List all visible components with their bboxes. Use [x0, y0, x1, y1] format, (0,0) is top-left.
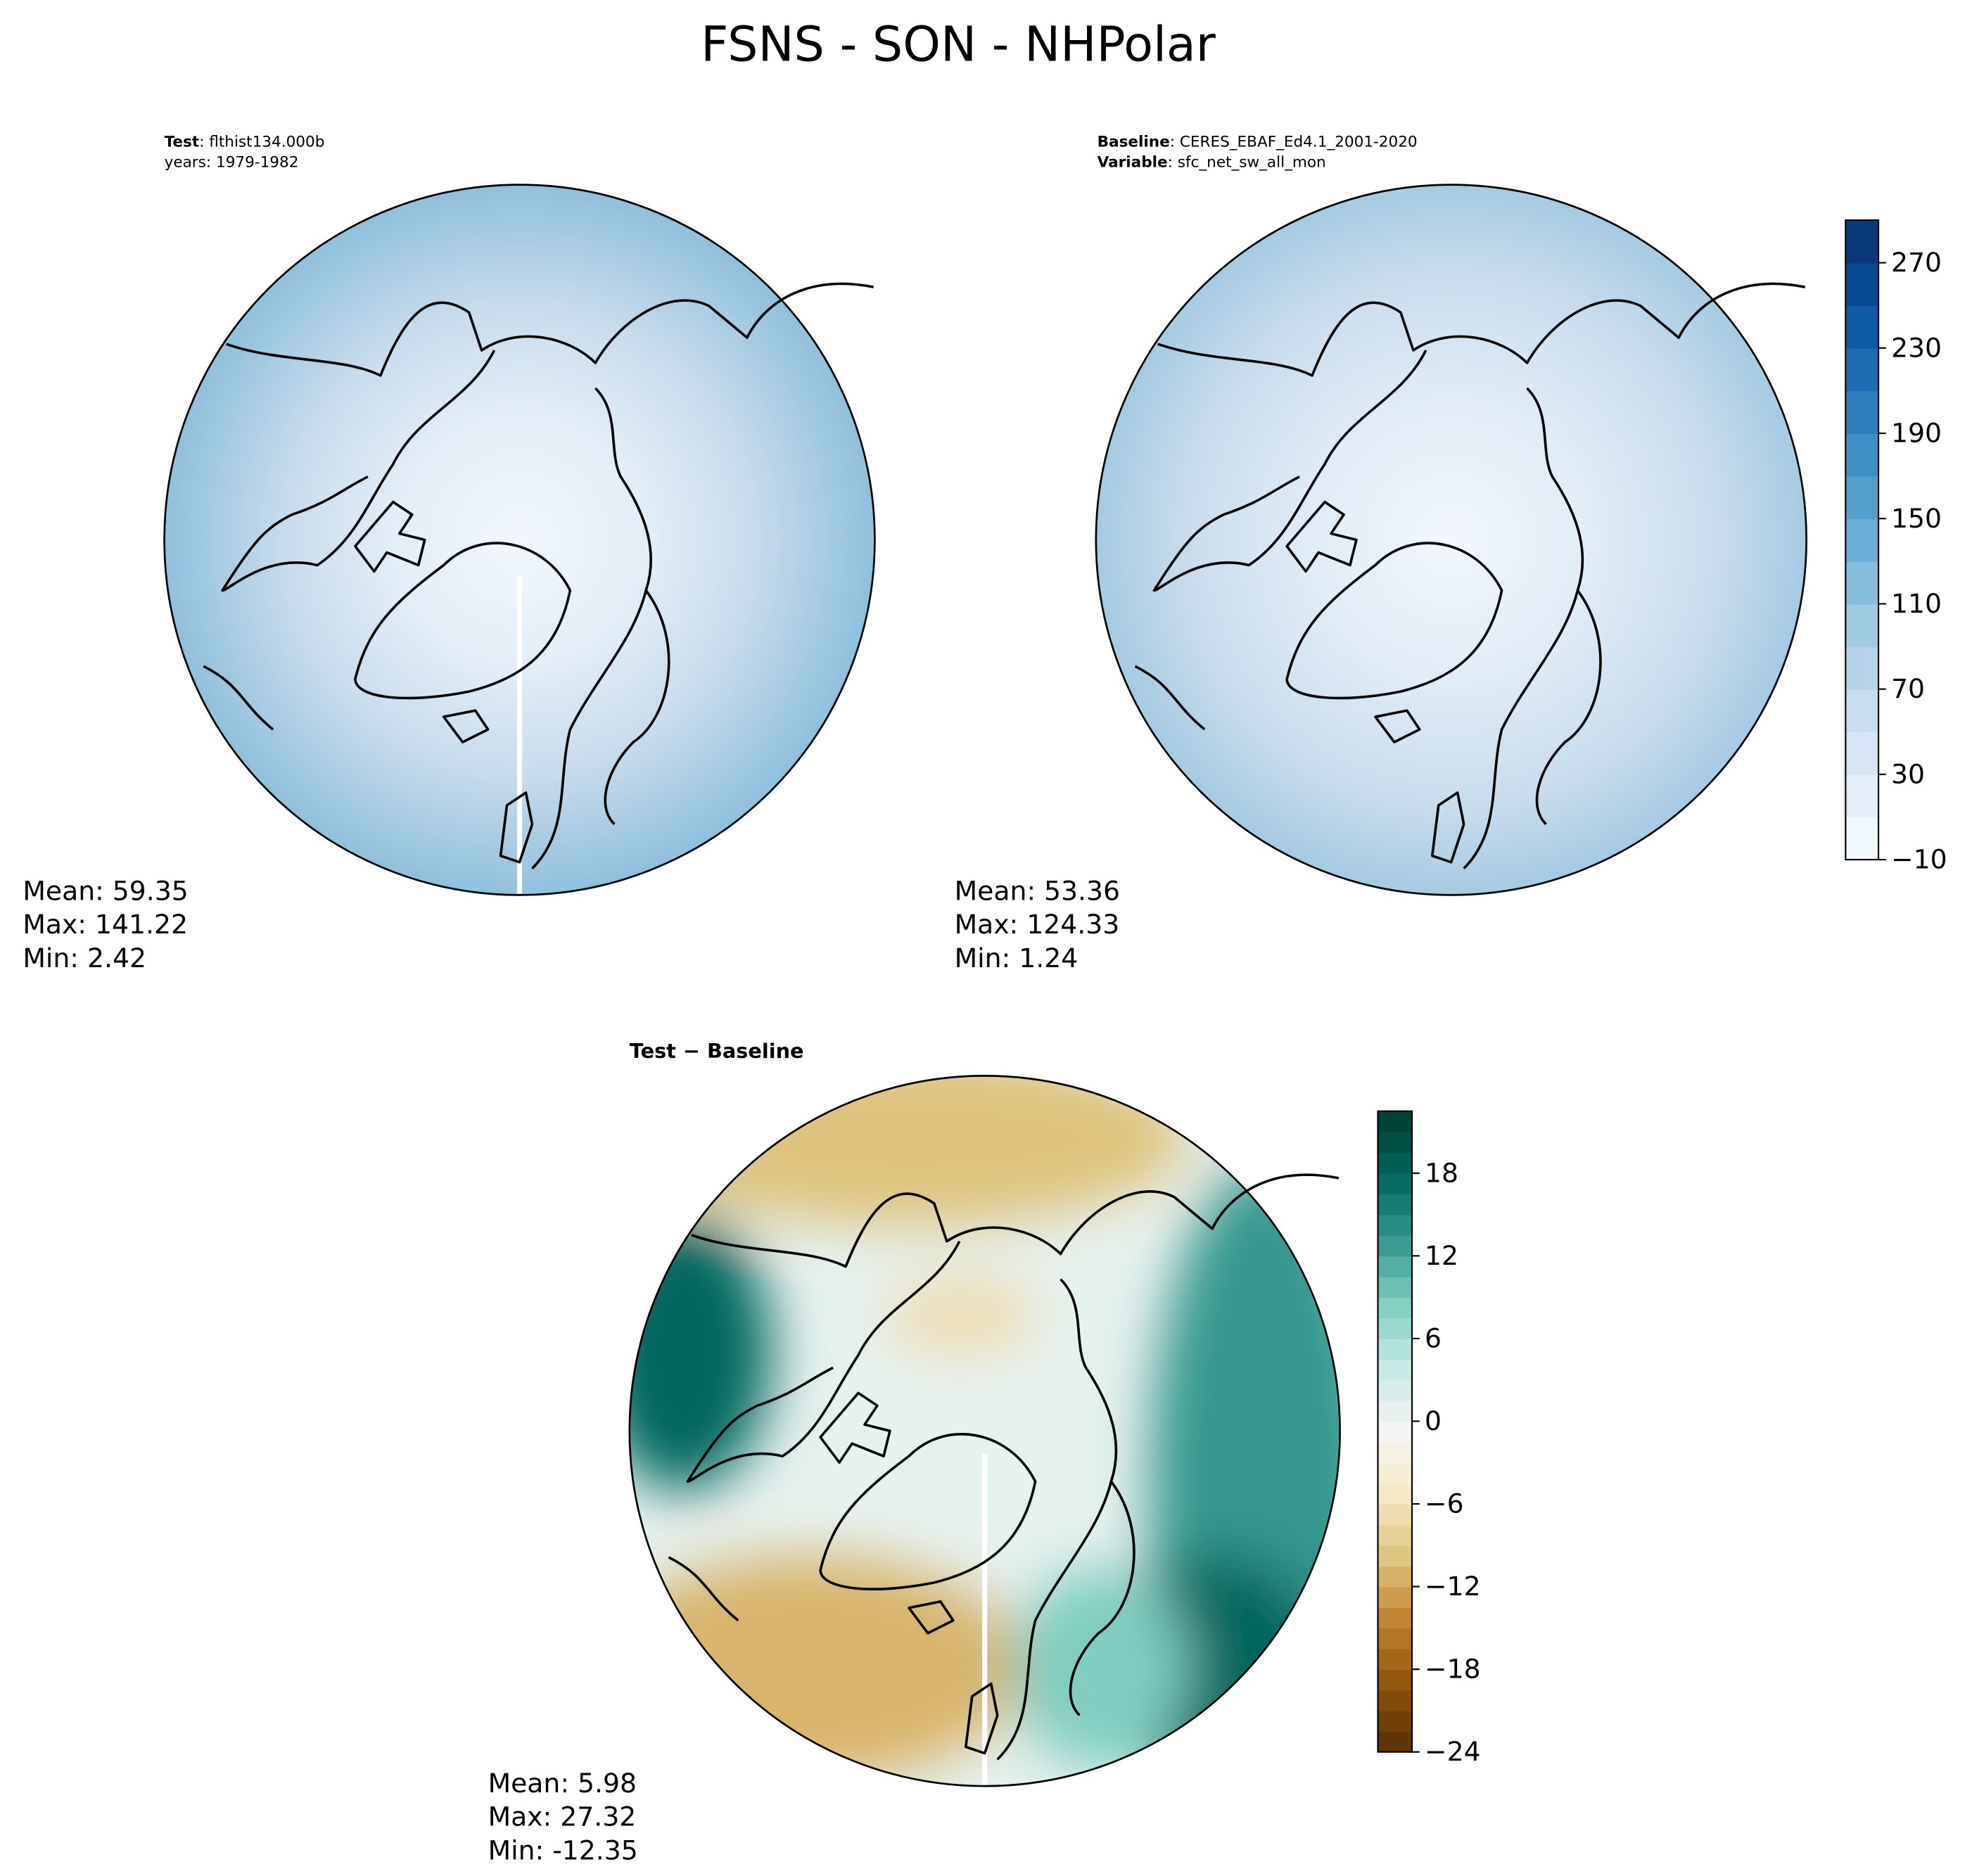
colorbar-band: [1845, 604, 1879, 647]
map-frame: [163, 184, 876, 896]
label-text: : sfc_net_sw_all_mon: [1168, 153, 1326, 171]
panel-label: Test − Baseline: [630, 1039, 804, 1063]
colorbar-band: [1378, 1669, 1413, 1691]
map-field: [629, 1076, 1340, 1787]
colorbar-band: [1845, 262, 1879, 307]
colorbar-tick-label: −18: [1425, 1654, 1481, 1685]
stat-text: Min: -12.35: [488, 1834, 638, 1865]
panel-sublabel: Variable: sfc_net_sw_all_mon: [1098, 153, 1326, 171]
colorbar-band: [1378, 1111, 1413, 1132]
map-field: [1095, 184, 1807, 895]
colorbar-band: [1845, 561, 1879, 605]
colorbar-tick-label: −6: [1425, 1488, 1464, 1519]
colorbar-band: [1378, 1359, 1413, 1381]
colorbar-band: [1378, 1297, 1413, 1319]
colorbar-band: [1845, 518, 1879, 562]
label-name: Baseline: [1098, 134, 1170, 151]
stat-text: Mean: 53.36: [955, 876, 1120, 907]
blob: [629, 1213, 772, 1492]
colorbar-band: [1845, 646, 1879, 690]
colorbar-band: [1378, 1524, 1413, 1546]
colorbar-band: [1845, 774, 1879, 818]
colorbar-tick-label: 12: [1425, 1240, 1458, 1271]
colorbar-band: [1845, 476, 1879, 520]
panel-label: Test: flthist134.000b: [165, 134, 325, 151]
colorbar-band: [1378, 1234, 1413, 1257]
colorbar-band: [1378, 1628, 1413, 1650]
colorbar-tick-label: 70: [1891, 673, 1925, 704]
stat-text: Mean: 59.35: [23, 876, 188, 907]
colorbar-band: [1378, 1441, 1413, 1464]
colorbar-band: [1378, 1586, 1413, 1608]
stat-text: Max: 141.22: [23, 909, 188, 940]
colorbar-band: [1845, 305, 1879, 349]
colorbar-band: [1378, 1566, 1413, 1588]
panel-sublabel: years: 1979-1982: [165, 153, 299, 171]
blob: [884, 1277, 1037, 1353]
colorbar-tick-label: 6: [1425, 1322, 1442, 1353]
colorbar-band: [1845, 433, 1879, 477]
map-gap: [982, 1453, 988, 1787]
colorbar-band: [1378, 1194, 1413, 1215]
colorbar-tick-label: 150: [1891, 503, 1942, 534]
colorbar-tick-label: 110: [1891, 588, 1942, 619]
label-text: : flthist134.000b: [199, 134, 324, 151]
colorbar-band: [1378, 1276, 1413, 1298]
colorbar-tick-label: −24: [1425, 1736, 1481, 1767]
colorbar-band: [1378, 1400, 1413, 1422]
colorbar-band: [1378, 1731, 1413, 1753]
figure-title: FSNS - SON - NHPolar: [701, 18, 1216, 73]
colorbar-band: [1378, 1256, 1413, 1277]
colorbar-band: [1378, 1317, 1413, 1339]
colorbar-band: [1378, 1152, 1413, 1174]
colorbar-band: [1845, 347, 1879, 392]
map-field: [164, 184, 875, 895]
stat-text: Min: 1.24: [955, 943, 1079, 974]
colorbar-tick-label: 0: [1425, 1405, 1442, 1436]
colorbar-band: [1378, 1504, 1413, 1526]
colorbar-band: [1378, 1462, 1413, 1484]
colorbar-band: [1845, 689, 1879, 733]
colorbar-band: [1378, 1545, 1413, 1567]
colorbar-band: [1378, 1690, 1413, 1711]
colorbar-band: [1378, 1710, 1413, 1733]
colorbar-band: [1378, 1483, 1413, 1505]
colorbar-frame: [1845, 219, 1880, 861]
colorbar-band: [1378, 1379, 1413, 1401]
blob: [1011, 1567, 1188, 1770]
colorbar-band: [1845, 817, 1879, 860]
colorbar-tick-label: 190: [1891, 418, 1942, 449]
colorbar-band: [1845, 732, 1879, 775]
colorbar-tick-label: 30: [1891, 758, 1925, 789]
colorbar-band: [1378, 1648, 1413, 1670]
colorbar-band: [1378, 1214, 1413, 1236]
label-name: Test: [165, 134, 200, 151]
colorbar-tick-label: 270: [1891, 247, 1942, 278]
colorbar-tick-label: 230: [1891, 332, 1942, 363]
map-frame: [628, 1075, 1341, 1787]
colorbar-band: [1845, 390, 1879, 434]
colorbar-tick-label: −12: [1425, 1571, 1481, 1602]
colorbar-frame: [1377, 1110, 1413, 1753]
label-text: : CERES_EBAF_Ed4.1_2001-2020: [1170, 134, 1418, 151]
label-name: Variable: [1098, 153, 1168, 171]
colorbar-band: [1845, 219, 1879, 264]
colorbar-band: [1378, 1421, 1413, 1443]
colorbar-band: [1378, 1338, 1413, 1360]
colorbar-band: [1378, 1173, 1413, 1195]
panel-label: Baseline: CERES_EBAF_Ed4.1_2001-2020: [1098, 134, 1418, 151]
stat-text: Min: 2.42: [23, 943, 146, 974]
stat-text: Max: 27.32: [488, 1801, 637, 1832]
map-frame: [1095, 184, 1807, 896]
blob: [629, 1555, 1024, 1782]
colorbar-tick-label: 18: [1425, 1157, 1458, 1188]
colorbar-band: [1378, 1607, 1413, 1629]
colorbar-band: [1378, 1132, 1413, 1154]
map-gap: [516, 575, 523, 894]
colorbar-tick-label: −10: [1891, 844, 1947, 875]
stat-text: Mean: 5.98: [488, 1768, 637, 1799]
stat-text: Max: 124.33: [955, 909, 1120, 940]
